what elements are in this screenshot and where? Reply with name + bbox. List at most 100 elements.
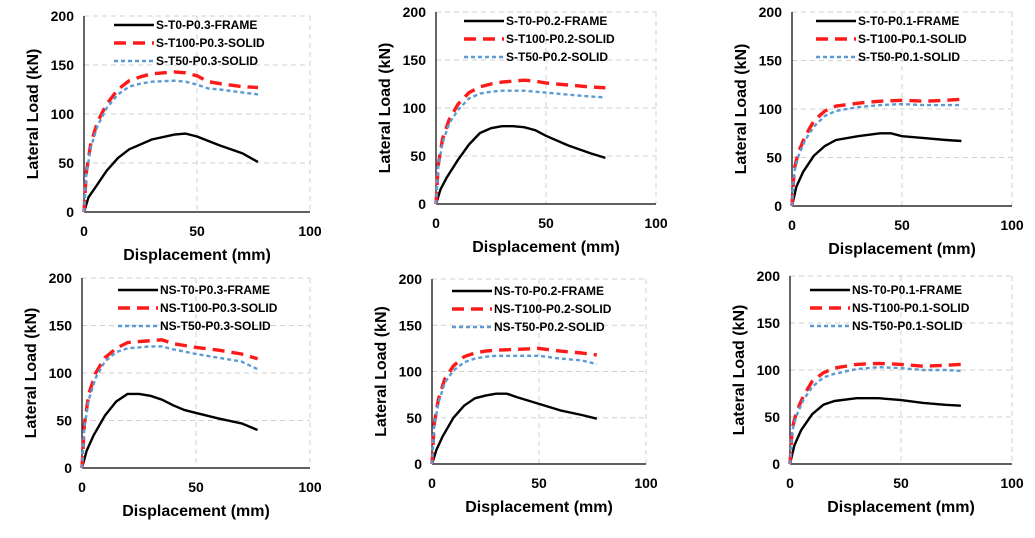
series-line-S-T0-P0.1-FRAME (790, 132, 962, 207)
legend-label: NS-T50-P0.2-SOLID (494, 320, 605, 334)
series-line-S-T100-P0.2-SOLID (434, 78, 606, 205)
x-axis-title: Displacement (mm) (472, 239, 620, 256)
legend-label: NS-T100-P0.1-SOLID (852, 301, 970, 315)
series-line-NS-T100-P0.2-SOLID (430, 346, 598, 465)
x-axis-title: Displacement (mm) (827, 499, 975, 516)
legend-label: S-T0-P0.1-FRAME (858, 14, 959, 28)
y-tick-label: 50 (56, 413, 72, 429)
x-tick-label: 100 (1000, 475, 1024, 491)
y-tick-label: 200 (51, 8, 75, 24)
y-tick-label: 100 (757, 362, 781, 378)
chart-panel-4: 0 50 100 150 200 0 50 100 Displacement (mm) Later… (23, 270, 322, 520)
y-tick-label: 100 (403, 100, 427, 116)
y-tick-label: 100 (399, 364, 423, 380)
series-line-NS-T0-P0.2-FRAME (430, 392, 598, 465)
legend-label: NS-T100-P0.3-SOLID (160, 301, 278, 315)
y-axis-title: Lateral Load (kN) (733, 44, 750, 175)
y-tick-label: 50 (764, 409, 780, 425)
x-tick-label: 0 (432, 215, 440, 231)
series-line-S-T100-P0.3-SOLID (82, 70, 259, 213)
x-tick-label: 100 (1000, 217, 1024, 233)
chart-panel-6: 0 50 100 150 200 0 50 100 Displacement (mm) Later… (731, 268, 1024, 516)
chart-panel-2: 0 50 100 150 200 0 50 100 Displacement (mm) Later… (377, 4, 668, 256)
y-tick-label: 150 (399, 317, 423, 333)
x-tick-label: 50 (538, 215, 554, 231)
y-tick-label: 100 (51, 106, 75, 122)
x-axis-title: Displacement (mm) (122, 503, 270, 520)
series-line-S-T100-P0.1-SOLID (790, 97, 962, 207)
x-tick-label: 100 (644, 215, 668, 231)
x-tick-label: 100 (298, 223, 322, 239)
y-tick-label: 200 (399, 271, 423, 287)
x-tick-label: 50 (893, 475, 909, 491)
legend-label: NS-T0-P0.2-FRAME (494, 284, 604, 298)
y-tick-label: 100 (759, 101, 783, 117)
legend-label: NS-T50-P0.1-SOLID (852, 319, 963, 333)
x-tick-label: 50 (189, 223, 205, 239)
legend-label: S-T50-P0.1-SOLID (858, 50, 960, 64)
legend-label: S-T100-P0.2-SOLID (506, 32, 615, 46)
y-tick-label: 200 (759, 4, 783, 20)
series-line-NS-T0-P0.3-FRAME (80, 392, 259, 469)
x-tick-label: 50 (894, 217, 910, 233)
x-axis-title: Displacement (mm) (465, 499, 613, 516)
x-tick-label: 0 (786, 475, 794, 491)
y-tick-label: 150 (403, 52, 427, 68)
x-axis-title: Displacement (mm) (828, 241, 976, 258)
x-tick-label: 0 (428, 475, 436, 491)
series-line-NS-T0-P0.1-FRAME (788, 397, 961, 465)
y-tick-label: 0 (772, 456, 780, 472)
y-axis-title: Lateral Load (kN) (373, 306, 390, 437)
y-tick-label: 0 (64, 460, 72, 476)
y-tick-label: 100 (49, 365, 73, 381)
y-axis-title: Lateral Load (kN) (25, 49, 42, 180)
x-axis-title: Displacement (mm) (123, 247, 271, 264)
series-line-S-T0-P0.2-FRAME (434, 124, 606, 205)
y-tick-label: 0 (414, 456, 422, 472)
series-line-NS-T100-P0.1-SOLID (788, 361, 961, 465)
y-tick-label: 50 (58, 155, 74, 171)
y-tick-label: 200 (757, 268, 781, 284)
x-tick-label: 0 (78, 479, 86, 495)
y-tick-label: 150 (759, 53, 783, 69)
chart-panel-5: 0 50 100 150 200 0 50 100 Displacement (mm) Later… (373, 271, 658, 516)
legend-label: NS-T0-P0.1-FRAME (852, 283, 962, 297)
series-line-NS-T50-P0.2-SOLID (430, 354, 598, 465)
y-tick-label: 150 (51, 57, 75, 73)
y-tick-label: 50 (766, 150, 782, 166)
series-line-S-T0-P0.3-FRAME (82, 132, 259, 213)
series-line-NS-T100-P0.3-SOLID (80, 338, 259, 469)
legend-label: NS-T50-P0.3-SOLID (160, 319, 271, 333)
legend-label: S-T100-P0.3-SOLID (156, 36, 265, 50)
y-tick-label: 0 (774, 198, 782, 214)
y-tick-label: 50 (406, 410, 422, 426)
legend-label: NS-T0-P0.3-FRAME (160, 283, 270, 297)
series-line-NS-T50-P0.1-SOLID (788, 366, 961, 465)
y-tick-label: 200 (49, 270, 73, 286)
legend-label: S-T50-P0.3-SOLID (156, 54, 258, 68)
y-axis-title: Lateral Load (kN) (23, 308, 40, 439)
x-tick-label: 50 (531, 475, 547, 491)
series-line-S-T50-P0.1-SOLID (790, 102, 962, 207)
y-axis-title: Lateral Load (kN) (731, 305, 748, 436)
y-tick-label: 150 (757, 315, 781, 331)
y-tick-label: 0 (66, 204, 74, 220)
y-tick-label: 50 (410, 148, 426, 164)
x-tick-label: 0 (80, 223, 88, 239)
legend-label: S-T100-P0.1-SOLID (858, 32, 967, 46)
y-tick-label: 150 (49, 318, 73, 334)
x-tick-label: 100 (298, 479, 322, 495)
legend-label: S-T0-P0.3-FRAME (156, 18, 257, 32)
legend-label: NS-T100-P0.2-SOLID (494, 302, 612, 316)
y-axis-title: Lateral Load (kN) (377, 43, 394, 174)
series-line-S-T50-P0.3-SOLID (82, 79, 259, 213)
y-tick-label: 0 (418, 196, 426, 212)
y-tick-label: 200 (403, 4, 427, 20)
chart-panel-3: 0 50 100 150 200 0 50 100 Displacement (mm) Later… (733, 4, 1024, 258)
legend-label: S-T0-P0.2-FRAME (506, 14, 607, 28)
x-tick-label: 50 (188, 479, 204, 495)
x-tick-label: 0 (788, 217, 796, 233)
series-line-NS-T50-P0.3-SOLID (80, 345, 259, 469)
